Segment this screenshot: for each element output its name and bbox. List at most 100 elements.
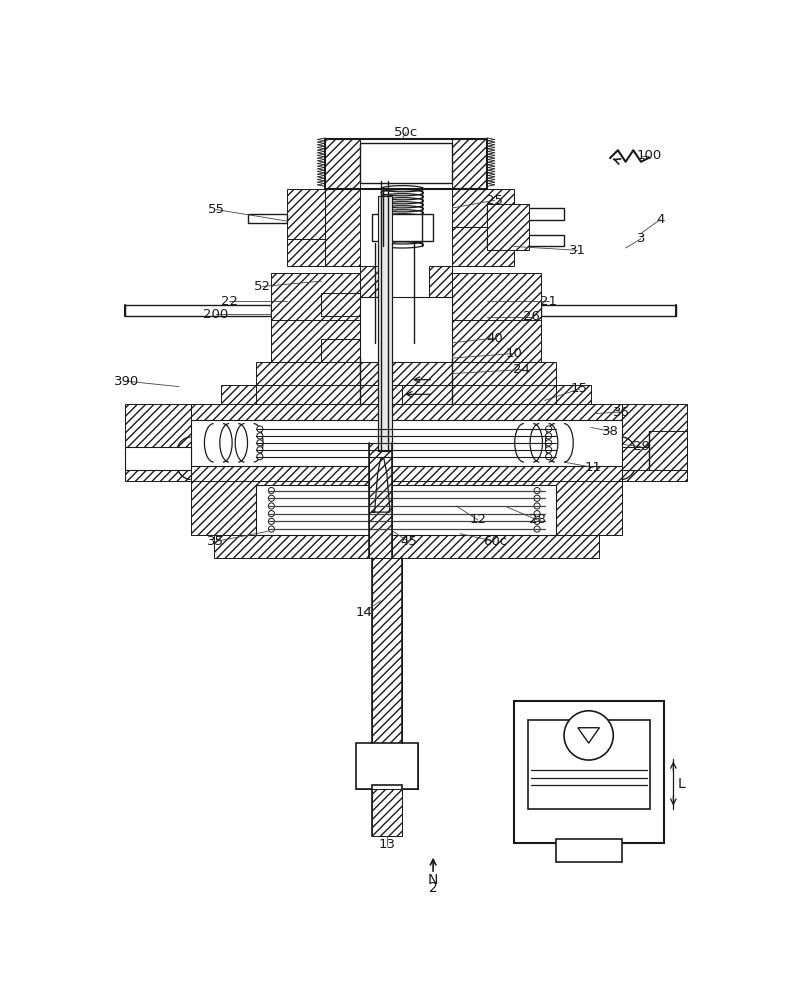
Bar (622, 404, 687, 482)
Bar (322, 339, 360, 362)
Text: N: N (428, 873, 438, 887)
Bar (369, 443, 392, 558)
Text: 45: 45 (400, 535, 417, 548)
Circle shape (257, 439, 263, 446)
Bar (190, 404, 622, 419)
Text: 55: 55 (207, 203, 225, 216)
Text: 3: 3 (637, 232, 646, 245)
Bar (271, 273, 360, 320)
Bar (452, 227, 514, 266)
Circle shape (257, 432, 263, 438)
Bar (371, 214, 433, 241)
Bar (256, 485, 556, 535)
Circle shape (268, 503, 274, 509)
Bar (190, 419, 622, 466)
Circle shape (546, 454, 552, 460)
Bar (487, 208, 564, 220)
Circle shape (257, 454, 263, 460)
Text: 40: 40 (486, 332, 503, 345)
Text: 26: 26 (523, 310, 540, 323)
Text: 50c: 50c (394, 126, 418, 139)
Circle shape (534, 488, 540, 494)
Text: 11: 11 (585, 461, 602, 474)
Bar (125, 447, 190, 470)
Bar (287, 188, 326, 239)
Text: 10: 10 (506, 347, 522, 360)
Text: 14: 14 (355, 606, 372, 619)
Bar (125, 404, 190, 482)
Text: 24: 24 (514, 363, 530, 376)
Text: 2: 2 (429, 881, 438, 895)
Bar (541, 305, 676, 316)
Text: L: L (677, 777, 685, 791)
Text: 22: 22 (221, 294, 238, 307)
Bar (452, 188, 514, 227)
Bar (125, 305, 271, 316)
Text: 21: 21 (540, 294, 557, 307)
Bar (487, 204, 530, 250)
Bar (452, 139, 487, 188)
Bar (356, 743, 418, 789)
Text: 15: 15 (571, 382, 588, 395)
Text: 25: 25 (486, 194, 503, 207)
Circle shape (257, 447, 263, 453)
Circle shape (268, 526, 274, 532)
Text: 31: 31 (570, 244, 586, 257)
Bar (371, 785, 402, 836)
Text: 100: 100 (636, 149, 662, 162)
Bar (360, 296, 452, 362)
Bar (190, 466, 622, 482)
Bar (222, 385, 256, 419)
Circle shape (268, 511, 274, 517)
Circle shape (257, 425, 263, 432)
Bar (514, 701, 664, 844)
Bar (556, 840, 622, 863)
Bar (248, 214, 287, 224)
Circle shape (546, 447, 552, 453)
Text: 390: 390 (114, 375, 139, 388)
Bar (371, 558, 402, 743)
Circle shape (534, 495, 540, 501)
Bar (214, 535, 598, 558)
Bar (452, 188, 487, 266)
Bar (622, 447, 687, 470)
Circle shape (534, 503, 540, 509)
Text: 35: 35 (207, 535, 225, 548)
Circle shape (534, 518, 540, 524)
Bar (256, 362, 556, 385)
Bar (487, 235, 564, 247)
Bar (271, 320, 360, 362)
Text: 60c: 60c (482, 535, 506, 548)
Circle shape (564, 711, 614, 760)
Text: 52: 52 (254, 280, 270, 293)
Bar (360, 142, 452, 182)
Bar (326, 188, 360, 266)
Bar (356, 743, 418, 789)
Bar (556, 385, 591, 419)
Bar (322, 292, 360, 316)
Bar (649, 431, 687, 470)
Bar (326, 139, 360, 188)
Circle shape (546, 432, 552, 438)
Polygon shape (578, 728, 599, 743)
Text: 13: 13 (378, 839, 395, 852)
Text: 4: 4 (656, 213, 665, 226)
Bar (271, 335, 541, 358)
Circle shape (534, 526, 540, 532)
Text: 28: 28 (529, 513, 546, 526)
Circle shape (268, 518, 274, 524)
Text: 36: 36 (614, 405, 630, 418)
Bar (452, 320, 541, 362)
Circle shape (268, 488, 274, 494)
Circle shape (546, 439, 552, 446)
Bar (287, 239, 326, 266)
Circle shape (534, 511, 540, 517)
Bar (430, 266, 452, 343)
Bar (371, 789, 402, 836)
Bar (402, 385, 575, 404)
Bar (378, 197, 391, 451)
Text: 38: 38 (602, 424, 618, 437)
Polygon shape (371, 459, 390, 512)
Bar (452, 273, 541, 320)
Circle shape (268, 495, 274, 501)
